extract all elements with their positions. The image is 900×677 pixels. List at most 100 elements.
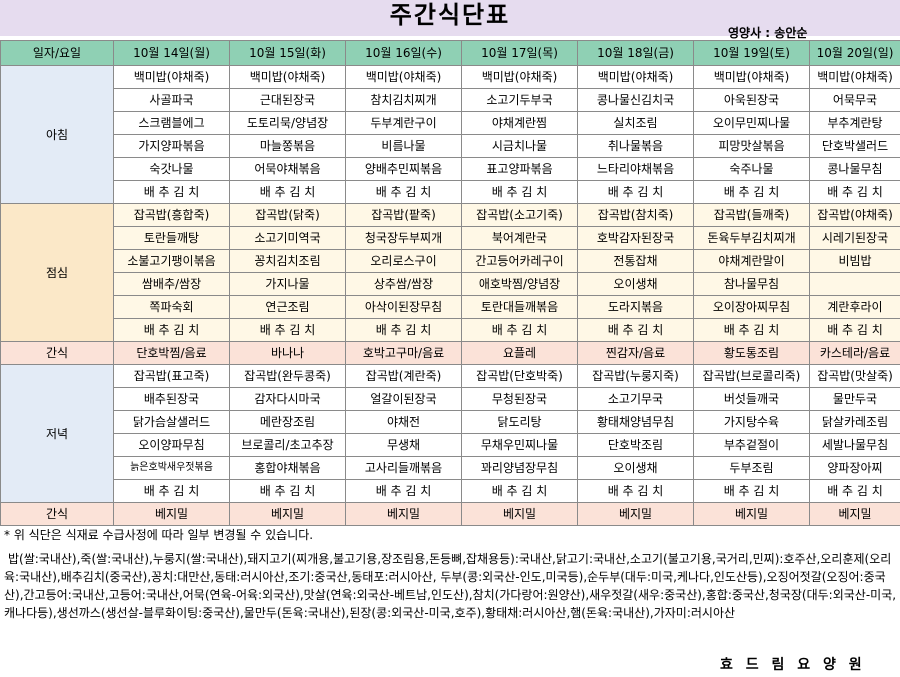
table-row: 가지양파볶음 마늘쫑볶음 비름나물 시금치나물 취나물볶음 피망맛살볶음 단호박… [1,134,900,158]
menu-cell: 두부조림 [693,456,810,480]
menu-cell: 배 추 김 치 [229,180,346,204]
snack-section: 간식 단호박찜/음료 바나나 호박고구마/음료 요플레 찐감자/음료 황도통조림… [0,341,900,365]
day-header: 10월 17일(목) [461,40,578,66]
menu-cell: 베지밀 [577,502,694,526]
menu-cell: 가지나물 [229,272,346,296]
menu-cell: 야채계란찜 [461,111,578,135]
menu-cell: 단호박조림 [577,433,694,457]
menu-cell: 베지밀 [809,502,900,526]
menu-cell: 꽈리양념장무침 [461,456,578,480]
menu-cell: 가지양파볶음 [113,134,230,158]
menu-cell: 계란후라이 [809,295,900,319]
menu-cell: 잡곡밥(흥합죽) [113,203,230,227]
menu-cell: 두부계란구이 [345,111,462,135]
menu-cell: 잡곡밥(표고죽) [113,364,230,388]
menu-cell: 닭도리탕 [461,410,578,434]
menu-cell: 잡곡밥(맛살죽) [809,364,900,388]
menu-cell: 참나물무침 [693,272,810,296]
menu-cell: 가지탕수육 [693,410,810,434]
menu-cell: 배 추 김 치 [461,318,578,342]
menu-cell: 돈육두부김치찌개 [693,226,810,250]
menu-cell: 배 추 김 치 [577,318,694,342]
facility-name: 효 드 림 요 양 원 [720,657,866,673]
menu-cell: 소고기두부국 [461,88,578,112]
menu-cell: 메란장조림 [229,410,346,434]
menu-cell: 배 추 김 치 [229,318,346,342]
breakfast-section: 아침 백미밥(야채죽) 백미밥(야채죽) 백미밥(야채죽) 백미밥(야채죽) 백… [0,65,900,204]
menu-cell: 배 추 김 치 [809,180,900,204]
menu-cell: 잡곡밥(단호박죽) [461,364,578,388]
menu-cell: 무청된장국 [461,387,578,411]
dinner-section: 저녁 잡곡밥(표고죽) 잡곡밥(완두콩죽) 잡곡밥(계란죽) 잡곡밥(단호박죽)… [0,364,900,503]
menu-cell: 베지밀 [345,502,462,526]
nutritionist: 영양사 : 송안순 [728,26,808,40]
menu-cell: 황도통조림 [693,341,810,365]
weekly-menu-table: 일자/요일 10월 14일(월) 10월 15일(화) 10월 16일(수) 1… [0,40,900,526]
day-header: 10월 20일(일) [809,40,900,66]
menu-cell: 백미밥(야채죽) [461,65,578,89]
menu-cell: 오이양파무침 [113,433,230,457]
lunch-label: 점심 [0,203,114,342]
menu-cell [809,272,900,296]
dinner-label: 저녁 [0,364,114,503]
menu-cell: 청국장두부찌개 [345,226,462,250]
menu-cell: 참치김치찌개 [345,88,462,112]
menu-cell: 배 추 김 치 [345,479,462,503]
day-header: 10월 14일(월) [113,40,230,66]
menu-cell: 표고양파볶음 [461,157,578,181]
menu-cell: 황태채양념무침 [577,410,694,434]
menu-cell: 콩나물무침 [809,157,900,181]
menu-cell: 어묵무국 [809,88,900,112]
table-row: 숙갓나물 어묵야채볶음 양배추민찌볶음 표고양파볶음 느타리야채볶음 숙주나물 … [1,157,900,181]
menu-cell: 감자다시마국 [229,387,346,411]
snack-label: 간식 [0,502,114,526]
table-row: 배추된장국 감자다시마국 얼갈이된장국 무청된장국 소고기무국 버섯들깨국 물만… [1,387,900,411]
menu-cell: 소고기무국 [577,387,694,411]
menu-cell: 사골파국 [113,88,230,112]
menu-cell: 백미밥(야채죽) [693,65,810,89]
menu-cell: 잡곡밥(팥죽) [345,203,462,227]
page-title: 주간식단표 [0,0,900,36]
menu-cell: 세발나물무침 [809,433,900,457]
menu-cell: 비름나물 [345,134,462,158]
menu-cell: 실치조림 [577,111,694,135]
menu-cell: 느타리야채볶음 [577,157,694,181]
menu-cell: 백미밥(야채죽) [577,65,694,89]
menu-cell: 잡곡밥(야채죽) [809,203,900,227]
menu-cell: 찐감자/음료 [577,341,694,365]
menu-cell: 토란대들깨볶음 [461,295,578,319]
menu-cell: 스크램블에그 [113,111,230,135]
menu-cell: 홍합야채볶음 [229,456,346,480]
menu-cell: 배 추 김 치 [809,479,900,503]
menu-cell: 어묵야채볶음 [229,157,346,181]
menu-cell: 닭가슴살샐러드 [113,410,230,434]
menu-cell: 요플레 [461,341,578,365]
menu-cell: 비빔밥 [809,249,900,273]
menu-cell: 배추된장국 [113,387,230,411]
table-row: 오이양파무침 브로콜리/초고추장 무생채 무채우민찌나물 단호박조림 부추겉절이… [1,433,900,457]
menu-cell: 부추계란탕 [809,111,900,135]
menu-cell: 닭살카레조림 [809,410,900,434]
menu-cell: 얼갈이된장국 [345,387,462,411]
menu-cell: 잡곡밥(계란죽) [345,364,462,388]
day-header: 10월 16일(수) [345,40,462,66]
menu-cell: 호박감자된장국 [577,226,694,250]
day-header: 10월 19일(토) [693,40,810,66]
table-row: 간식 단호박찜/음료 바나나 호박고구마/음료 요플레 찐감자/음료 황도통조림… [0,341,900,365]
menu-cell: 백미밥(야채죽) [345,65,462,89]
menu-cell: 아욱된장국 [693,88,810,112]
menu-cell: 아삭이된장무침 [345,295,462,319]
lunch-section: 점심 잡곡밥(흥합죽) 잡곡밥(닭죽) 잡곡밥(팥죽) 잡곡밥(소고기죽) 잡곡… [0,203,900,342]
table-row: 쪽파숙회 연근조림 아삭이된장무침 토란대들깨볶음 도라지볶음 오이장아찌무침 … [1,295,900,319]
menu-cell: 오이무민찌나물 [693,111,810,135]
menu-cell: 피망맛살볶음 [693,134,810,158]
menu-cell: 콩나물신김치국 [577,88,694,112]
menu-cell: 백미밥(야채죽) [113,65,230,89]
menu-cell: 고사리들깨볶음 [345,456,462,480]
table-row: 소불고기팽이볶음 꽁치김치조림 오리로스구이 간고등어카레구이 전통잡채 야채계… [1,249,900,273]
menu-cell: 배 추 김 치 [577,180,694,204]
menu-cell: 도토리묵/양념장 [229,111,346,135]
menu-cell: 상추쌈/쌈장 [345,272,462,296]
menu-cell: 토란들깨탕 [113,226,230,250]
menu-cell: 숙갓나물 [113,157,230,181]
